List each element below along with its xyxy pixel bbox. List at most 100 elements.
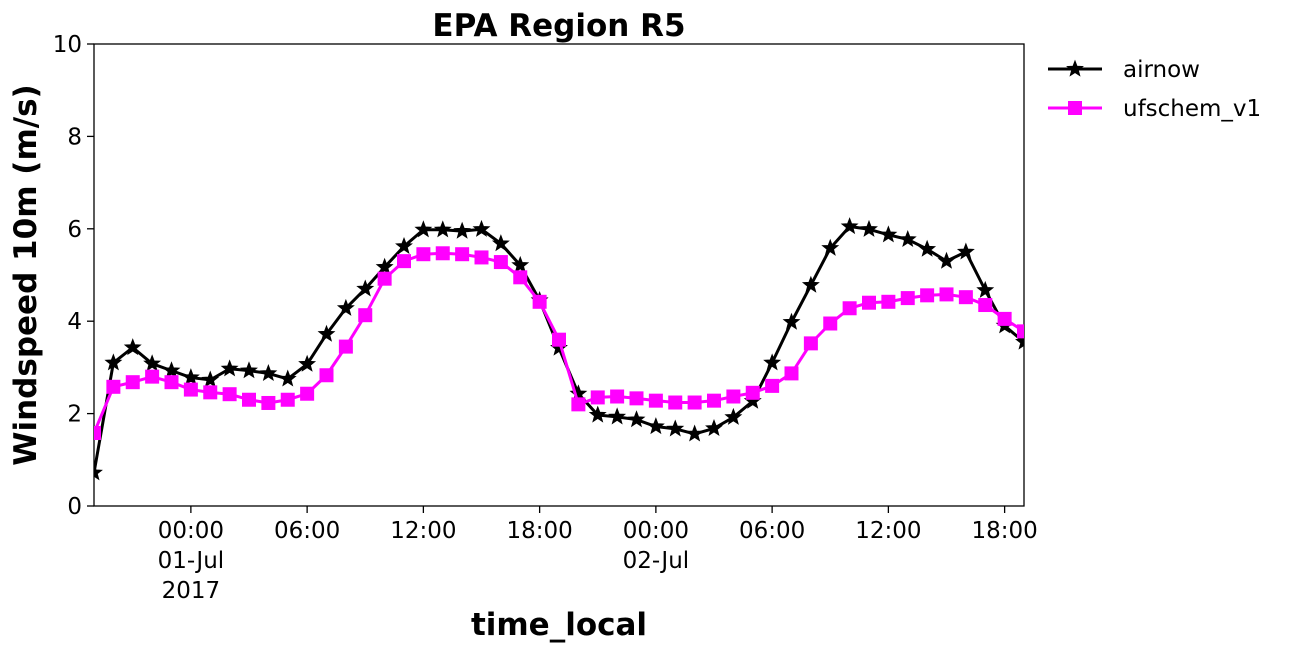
data-point-airnow bbox=[472, 219, 491, 237]
x-tick-label: 01-Jul bbox=[158, 548, 225, 574]
data-point-airnow bbox=[608, 407, 627, 425]
data-point-ufschem_v1 bbox=[745, 385, 760, 400]
data-point-ufschem_v1 bbox=[183, 382, 198, 397]
y-tick-label: 6 bbox=[67, 217, 82, 243]
legend-marker-airnow bbox=[1066, 59, 1084, 77]
data-point-airnow bbox=[317, 324, 336, 342]
data-point-airnow bbox=[821, 238, 840, 256]
data-point-ufschem_v1 bbox=[319, 368, 334, 383]
data-point-ufschem_v1 bbox=[435, 246, 450, 261]
legend: airnow ufschem_v1 bbox=[1048, 57, 1261, 122]
data-point-airnow bbox=[356, 279, 375, 297]
data-point-ufschem_v1 bbox=[571, 397, 586, 412]
data-point-ufschem_v1 bbox=[261, 395, 276, 410]
data-point-airnow bbox=[104, 353, 123, 371]
x-tick-label: 00:00 bbox=[158, 518, 224, 544]
data-point-ufschem_v1 bbox=[687, 395, 702, 410]
series-airnow bbox=[94, 217, 1024, 481]
x-tick-label: 06:00 bbox=[739, 518, 805, 544]
legend-label-ufschem_v1: ufschem_v1 bbox=[1123, 96, 1261, 122]
data-point-ufschem_v1 bbox=[997, 311, 1012, 326]
plot-area bbox=[93, 43, 1025, 507]
data-point-airnow bbox=[220, 359, 239, 377]
data-point-ufschem_v1 bbox=[532, 294, 547, 309]
data-point-airnow bbox=[143, 354, 162, 372]
x-tick-label: 12:00 bbox=[390, 518, 456, 544]
data-point-ufschem_v1 bbox=[222, 387, 237, 402]
data-point-airnow bbox=[588, 405, 607, 423]
data-point-airnow bbox=[627, 410, 646, 428]
data-point-ufschem_v1 bbox=[300, 386, 315, 401]
data-point-airnow bbox=[201, 370, 220, 388]
x-tick-label: 12:00 bbox=[855, 518, 921, 544]
series-layer bbox=[94, 217, 1024, 481]
data-point-ufschem_v1 bbox=[164, 375, 179, 390]
data-point-airnow bbox=[162, 361, 181, 379]
y-tick-label: 2 bbox=[67, 402, 82, 428]
data-point-airnow bbox=[123, 338, 142, 356]
data-point-airnow bbox=[801, 275, 820, 293]
x-tick-label: 02-Jul bbox=[623, 548, 690, 574]
data-point-ufschem_v1 bbox=[513, 270, 528, 285]
data-point-ufschem_v1 bbox=[552, 332, 566, 347]
data-point-ufschem_v1 bbox=[280, 392, 295, 407]
data-point-ufschem_v1 bbox=[707, 393, 721, 408]
data-point-ufschem_v1 bbox=[416, 247, 431, 262]
data-point-ufschem_v1 bbox=[203, 385, 218, 400]
y-tick-label: 10 bbox=[53, 32, 82, 58]
data-point-airnow bbox=[763, 353, 782, 371]
data-point-ufschem_v1 bbox=[493, 255, 508, 270]
data-point-airnow bbox=[879, 225, 898, 243]
data-point-airnow bbox=[976, 280, 995, 298]
data-point-ufschem_v1 bbox=[920, 288, 935, 303]
data-point-ufschem_v1 bbox=[668, 395, 683, 410]
data-point-airnow bbox=[937, 251, 956, 269]
data-point-ufschem_v1 bbox=[145, 369, 160, 384]
data-point-ufschem_v1 bbox=[784, 366, 799, 381]
data-point-ufschem_v1 bbox=[803, 336, 818, 351]
plot-frame bbox=[93, 43, 1025, 507]
data-point-airnow bbox=[278, 369, 297, 387]
data-point-ufschem_v1 bbox=[397, 254, 411, 269]
data-point-ufschem_v1 bbox=[726, 389, 741, 404]
data-point-airnow bbox=[375, 257, 394, 275]
y-tick-label: 0 bbox=[67, 494, 82, 520]
y-axis-ticks: 0 2 4 6 8 10 bbox=[53, 32, 94, 520]
data-point-ufschem_v1 bbox=[242, 392, 256, 407]
data-point-airnow bbox=[685, 424, 704, 442]
data-point-airnow bbox=[860, 219, 878, 237]
x-axis-label: time_local bbox=[471, 607, 647, 643]
chart-title: EPA Region R5 bbox=[432, 8, 685, 44]
data-point-ufschem_v1 bbox=[377, 271, 392, 286]
x-tick-label: 18:00 bbox=[971, 518, 1037, 544]
data-point-airnow bbox=[433, 220, 452, 238]
data-point-airnow bbox=[240, 361, 258, 379]
data-point-airnow bbox=[918, 239, 937, 257]
data-point-airnow bbox=[898, 230, 917, 248]
data-point-airnow bbox=[569, 384, 588, 402]
data-point-ufschem_v1 bbox=[474, 250, 489, 265]
data-point-airnow bbox=[511, 255, 530, 273]
data-point-airnow bbox=[1015, 332, 1024, 350]
data-point-ufschem_v1 bbox=[358, 308, 373, 323]
series-ufschem_v1 bbox=[94, 246, 1024, 441]
data-point-ufschem_v1 bbox=[939, 287, 954, 302]
x-tick-label: 00:00 bbox=[623, 518, 689, 544]
data-point-ufschem_v1 bbox=[629, 391, 644, 406]
y-tick-label: 8 bbox=[67, 124, 82, 150]
legend-marker-ufschem_v1 bbox=[1068, 101, 1082, 115]
data-point-ufschem_v1 bbox=[94, 426, 101, 441]
data-point-ufschem_v1 bbox=[648, 393, 663, 408]
data-point-ufschem_v1 bbox=[455, 247, 470, 262]
data-point-ufschem_v1 bbox=[590, 390, 605, 405]
data-point-airnow bbox=[94, 463, 103, 481]
data-point-airnow bbox=[298, 354, 317, 372]
data-point-ufschem_v1 bbox=[958, 290, 973, 305]
x-tick-label: 2017 bbox=[162, 578, 221, 604]
data-point-ufschem_v1 bbox=[842, 301, 857, 316]
data-point-ufschem_v1 bbox=[1017, 324, 1024, 339]
data-point-airnow bbox=[395, 236, 413, 254]
data-point-ufschem_v1 bbox=[610, 389, 625, 404]
data-point-ufschem_v1 bbox=[978, 298, 993, 313]
